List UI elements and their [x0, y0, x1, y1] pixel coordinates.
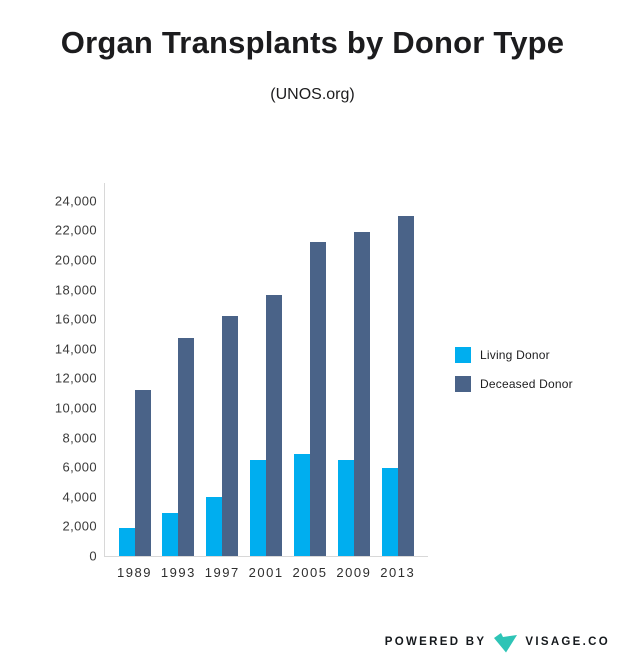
visage-logo-icon [494, 633, 518, 653]
bar-living-donor-1989 [118, 527, 135, 556]
legend-item: Living Donor [455, 347, 573, 363]
x-axis-label: 2013 [380, 565, 416, 580]
y-tick-label: 8,000 [62, 430, 97, 446]
bar-deceased-donor-2013 [397, 215, 414, 556]
bar-deceased-donor-1997 [222, 316, 239, 556]
bar-living-donor-2009 [337, 459, 354, 556]
y-tick-label: 4,000 [62, 489, 97, 505]
y-tick-label: 18,000 [54, 282, 97, 298]
bar-living-donor-1997 [206, 496, 223, 556]
footer-branding: POWERED BY VISAGE.CO [385, 632, 610, 653]
y-tick-label: 10,000 [54, 400, 97, 416]
y-tick-label: 2,000 [62, 518, 97, 534]
bar-living-donor-2001 [250, 459, 267, 556]
y-tick-label: 16,000 [54, 311, 97, 327]
legend-swatch-icon [455, 347, 471, 363]
bar-deceased-donor-2001 [266, 295, 283, 556]
x-axis-label: 2001 [248, 565, 284, 580]
y-tick-label: 6,000 [62, 459, 97, 475]
legend: Living Donor Deceased Donor [455, 347, 573, 405]
powered-by-label: POWERED BY [384, 635, 487, 648]
chart-title: Organ Transplants by Donor Type [60, 25, 565, 60]
bar-deceased-donor-1993 [178, 338, 195, 556]
x-axis-label: 2005 [292, 565, 328, 580]
x-axis-label: 1993 [160, 565, 196, 580]
y-tick-label: 0 [89, 548, 97, 564]
bar-living-donor-2005 [294, 453, 311, 556]
legend-label: Deceased Donor [480, 377, 573, 391]
bar-living-donor-2013 [381, 467, 398, 556]
y-tick-label: 22,000 [54, 222, 97, 238]
brand-label: VISAGE.CO [525, 635, 610, 648]
bar-living-donor-1993 [162, 513, 179, 556]
bar-deceased-donor-2005 [310, 242, 327, 556]
legend-item: Deceased Donor [455, 376, 573, 392]
plot-area: 0 2,000 4,000 6,000 8,000 10,000 12,000 14,000 1… [55, 183, 428, 579]
y-tick-label: 24,000 [54, 193, 97, 209]
x-axis-label: 1997 [204, 565, 240, 580]
y-tick-label: 20,000 [54, 252, 97, 268]
y-tick-label: 14,000 [54, 341, 97, 357]
x-axis-label: 1989 [117, 565, 152, 580]
y-tick-label: 12,000 [54, 370, 97, 386]
bar-deceased-donor-1989 [134, 390, 151, 556]
x-axis-label: 2009 [336, 565, 372, 580]
chart-subtitle: (UNOS.org) [270, 86, 355, 103]
legend-label: Living Donor [480, 348, 550, 362]
bar-deceased-donor-2009 [353, 231, 370, 556]
legend-swatch-icon [455, 376, 471, 392]
